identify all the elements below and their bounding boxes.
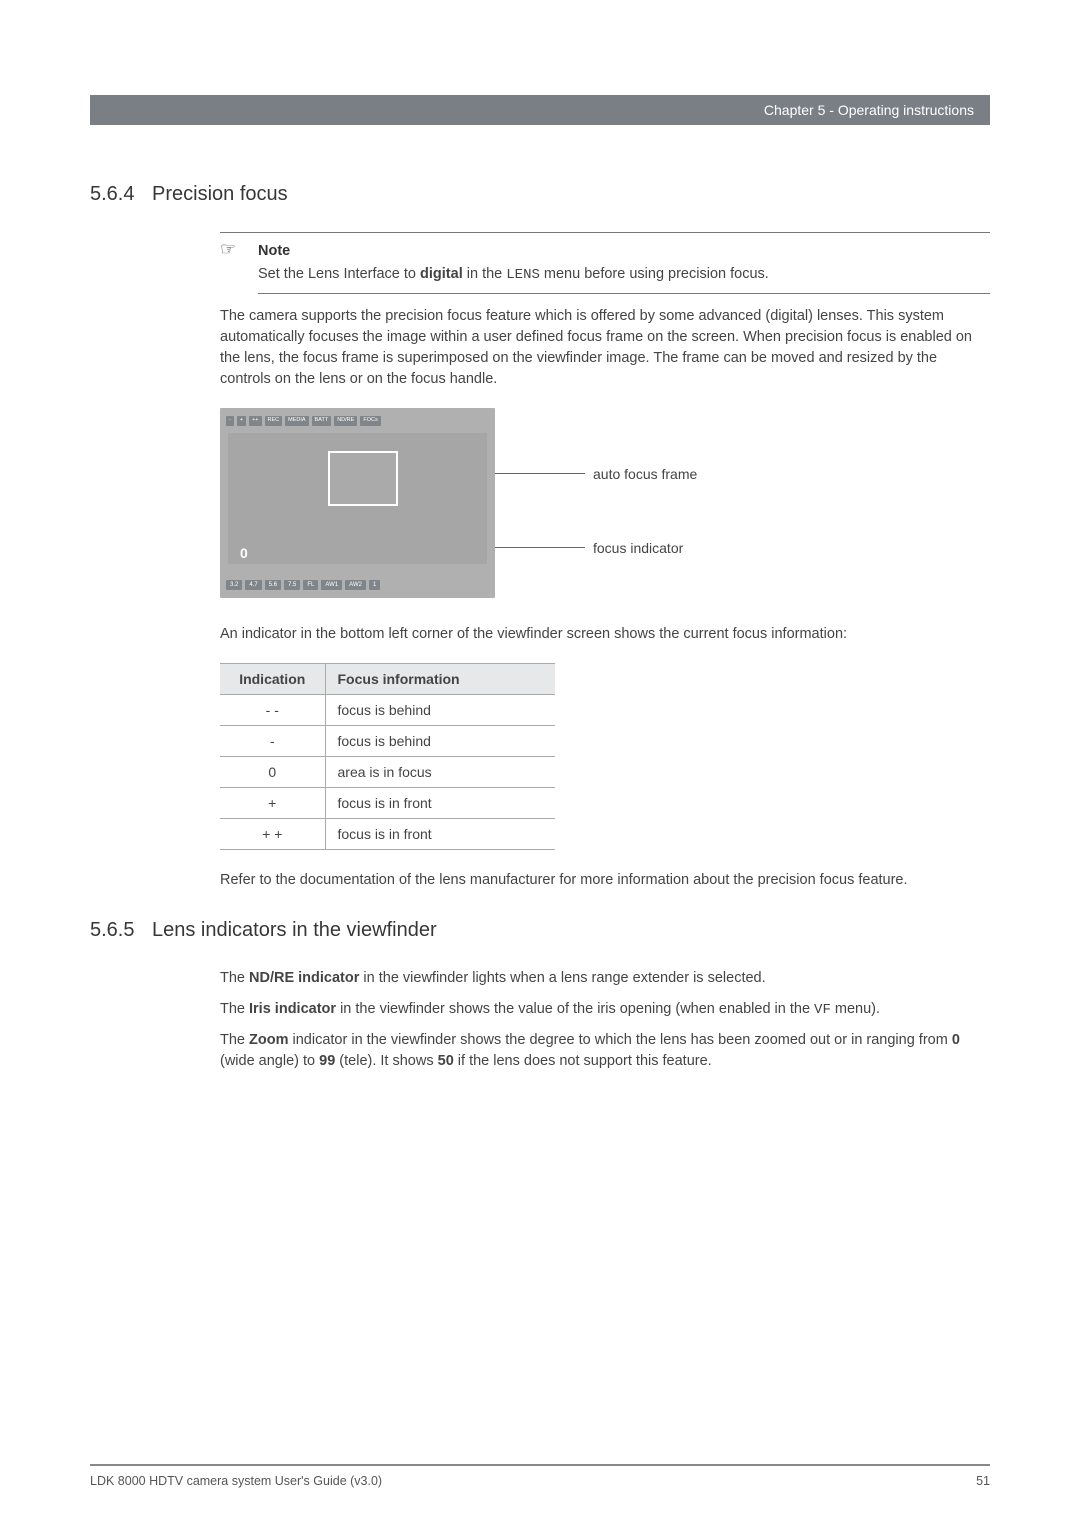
callout-focus-indicator: focus indicator	[495, 540, 697, 556]
paragraph: An indicator in the bottom left corner o…	[220, 624, 990, 645]
footer-page-number: 51	[976, 1474, 990, 1488]
viewfinder-screen: - + ++ REC MEDIA BATT ND/RE FOCs 0 3.2 4…	[220, 408, 495, 598]
table-row: +focus is in front	[220, 787, 555, 818]
auto-focus-frame	[328, 451, 398, 506]
table-header-focus-info: Focus information	[325, 663, 555, 694]
callout-auto-focus-frame: auto focus frame	[495, 466, 697, 482]
section-heading-precision-focus: 5.6.4Precision focus	[90, 183, 990, 206]
section-heading-lens-indicators: 5.6.5Lens indicators in the viewfinder	[90, 919, 990, 942]
paragraph: Refer to the documentation of the lens m…	[220, 870, 990, 891]
paragraph: The Zoom indicator in the viewfinder sho…	[220, 1030, 990, 1072]
section-title: Lens indicators in the viewfinder	[152, 919, 437, 941]
chapter-header: Chapter 5 - Operating instructions	[90, 95, 990, 125]
paragraph: The ND/RE indicator in the viewfinder li…	[220, 968, 990, 989]
focus-indicator-value: 0	[240, 545, 248, 561]
table-row: + +focus is in front	[220, 818, 555, 849]
table-header-indication: Indication	[220, 663, 325, 694]
viewfinder-diagram: - + ++ REC MEDIA BATT ND/RE FOCs 0 3.2 4…	[220, 408, 990, 598]
viewfinder-bottom-row: 3.2 4.7 5.6 7.5 FL AW1 AW2 1	[226, 577, 489, 593]
section-number: 5.6.5	[90, 919, 152, 942]
section-number: 5.6.4	[90, 183, 152, 206]
paragraph: The Iris indicator in the viewfinder sho…	[220, 999, 990, 1020]
note-block: ☞ Note Set the Lens Interface to digital…	[220, 232, 990, 294]
table-row: 0area is in focus	[220, 756, 555, 787]
section-title: Precision focus	[152, 183, 288, 205]
table-row: - -focus is behind	[220, 694, 555, 725]
focus-info-table: Indication Focus information - -focus is…	[220, 663, 555, 850]
note-body: Set the Lens Interface to digital in the…	[258, 265, 990, 294]
note-icon: ☞	[220, 239, 258, 260]
footer-doc-title: LDK 8000 HDTV camera system User's Guide…	[90, 1474, 382, 1488]
viewfinder-image-area: 0	[228, 433, 487, 564]
viewfinder-top-row: - + ++ REC MEDIA BATT ND/RE FOCs	[226, 413, 489, 429]
paragraph: The camera supports the precision focus …	[220, 306, 990, 390]
note-label: Note	[258, 243, 290, 259]
page-footer: LDK 8000 HDTV camera system User's Guide…	[90, 1464, 990, 1488]
chapter-title: Chapter 5 - Operating instructions	[764, 102, 974, 118]
table-row: -focus is behind	[220, 725, 555, 756]
